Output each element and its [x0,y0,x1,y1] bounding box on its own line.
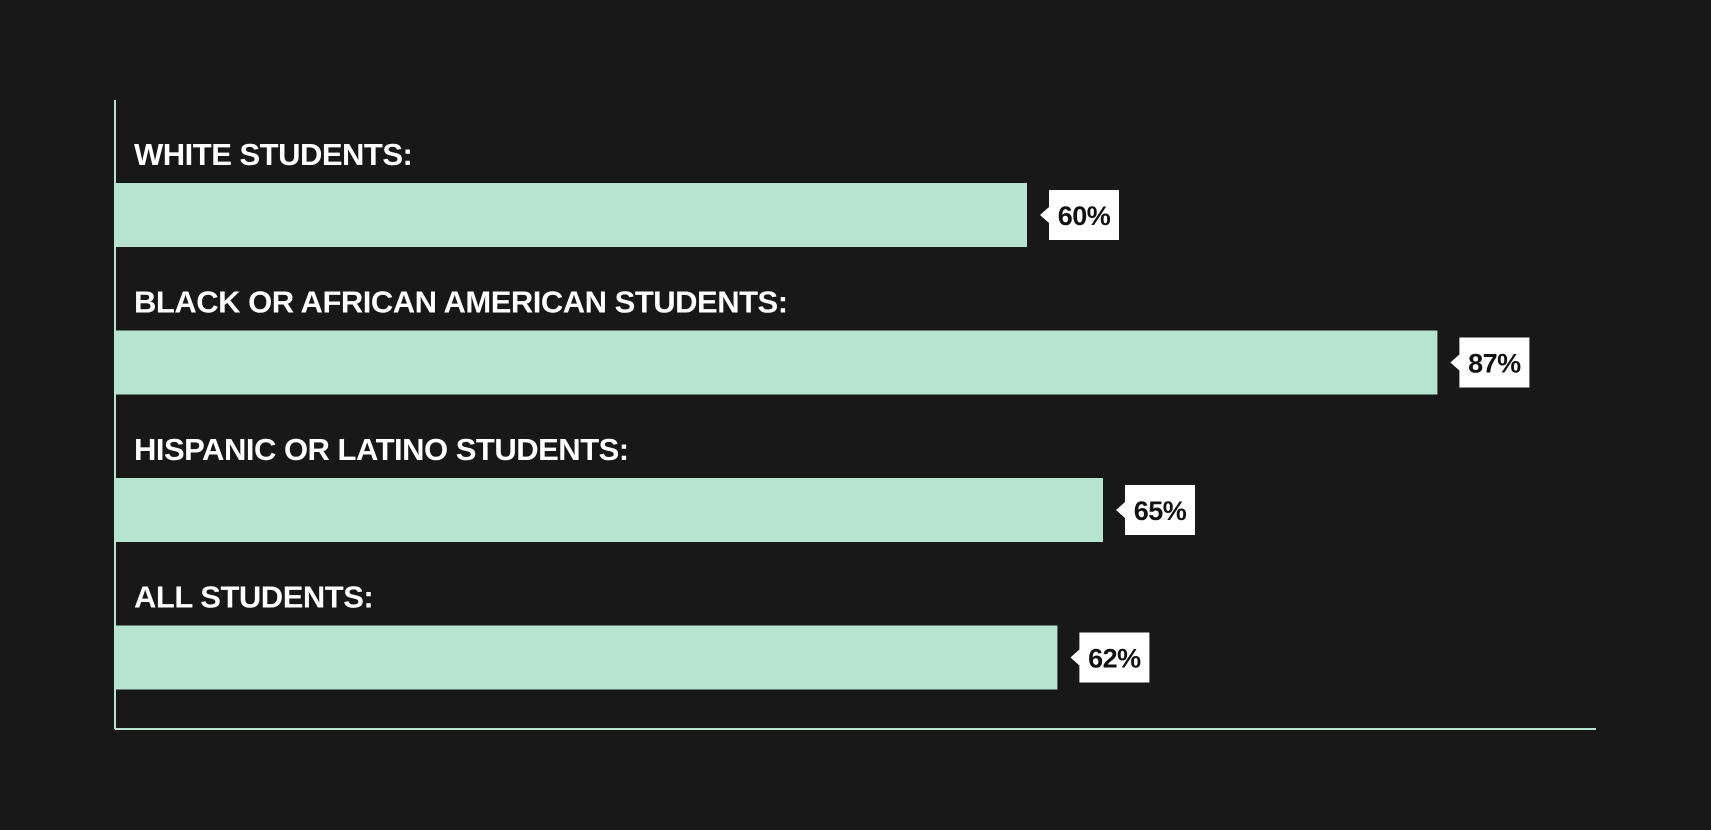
category-label: WHITE STUDENTS: [134,137,412,172]
value-callout [1450,337,1530,388]
bars-layer: WHITE STUDENTS: 60% BLACK OR AFRICAN AMERI… [115,137,1530,690]
bar [115,625,1058,690]
bar-row: HISPANIC OR LATINO STUDENTS: 65% [115,432,1195,542]
category-label: BLACK OR AFRICAN AMERICAN STUDENTS: [134,285,788,320]
value-callout [1040,190,1119,240]
category-label: HISPANIC OR LATINO STUDENTS: [134,432,629,467]
bar-row: WHITE STUDENTS: 60% [115,137,1119,247]
category-label: ALL STUDENTS: [134,580,373,615]
bar [115,183,1027,247]
value-label: 60% [1058,201,1111,231]
value-label: 62% [1088,644,1141,674]
value-callout [1070,632,1150,683]
value-label: 87% [1468,349,1521,379]
bar-row: BLACK OR AFRICAN AMERICAN STUDENTS: 87% [115,285,1530,395]
bar [115,330,1438,395]
bar [115,478,1103,542]
value-callout [1116,485,1195,535]
value-label: 65% [1134,496,1187,526]
bar-row: ALL STUDENTS: 62% [115,580,1150,690]
